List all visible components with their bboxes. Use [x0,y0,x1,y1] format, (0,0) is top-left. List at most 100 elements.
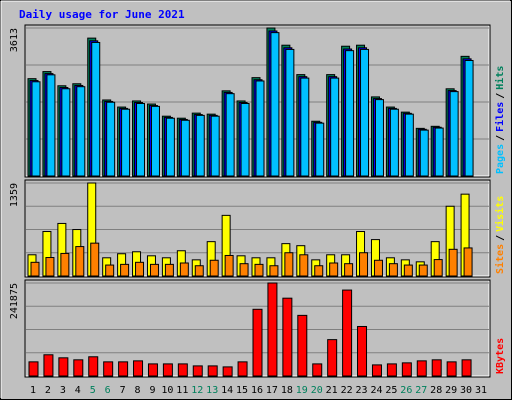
bar [431,359,442,377]
bar [297,314,308,377]
bar [329,262,339,277]
x-tick-label: 7 [120,385,126,396]
x-tick-label: 2 [45,385,51,396]
bar [269,265,279,277]
bar [30,261,40,277]
bar [60,252,70,277]
bar [43,354,54,377]
bar [75,246,85,277]
bar [162,363,173,377]
bar [461,359,472,377]
x-tick-label: 27 [415,385,427,396]
bar [45,257,55,277]
bar [463,247,473,277]
x-tick-label: 25 [385,385,397,396]
bar [371,364,382,377]
bar [300,77,310,177]
x-tick-label: 31 [475,385,487,396]
bar [357,325,368,377]
x-tick-label: 18 [281,385,293,396]
legend-entry: Visits [494,196,506,232]
bar [359,252,369,277]
x-tick-label: 8 [135,385,141,396]
bar [327,339,338,377]
bar [315,122,325,177]
x-tick-label: 15 [236,385,248,396]
x-tick-label: 9 [149,385,155,396]
bar [192,365,203,377]
chart-title: Daily usage for June 2021 [19,8,185,21]
bar [344,263,354,277]
bar [28,361,39,377]
bar [91,41,101,177]
bar [180,119,190,177]
bar [449,91,459,177]
x-tick-label: 24 [370,385,382,396]
bar [207,365,218,377]
bar [360,48,370,177]
bar [284,252,294,277]
x-tick-label: 11 [176,385,188,396]
bar [418,264,428,277]
bar [194,265,204,277]
bar [416,360,427,377]
bar [165,117,175,177]
bar [419,129,429,177]
bar [195,114,205,177]
x-tick-label: 6 [105,385,111,396]
legend-separator: / [495,93,506,99]
bar [240,102,250,177]
bar [149,263,159,277]
x-tick-label: 28 [430,385,442,396]
bar [373,259,383,277]
bar [270,32,280,177]
legend-entry: Hits [494,66,506,90]
bar [210,115,220,177]
bar [433,259,443,277]
bar [312,363,323,377]
bar [150,105,160,177]
x-tick-label: 26 [400,385,412,396]
bar [46,74,56,177]
legend: KBytes [495,338,506,374]
bar [404,113,414,177]
x-tick-label: 13 [206,385,218,396]
x-tick-label: 23 [356,385,368,396]
bar [434,127,444,177]
legend-entry: Files [494,102,506,132]
bar [147,363,158,377]
legend-entry: KBytes [495,338,506,374]
bar [401,362,412,377]
bar [135,261,145,277]
bar [209,259,219,277]
bar [285,48,295,177]
bar [403,264,413,277]
legend-entry: Pages [495,144,506,174]
bar [330,77,340,177]
x-tick-label: 10 [161,385,173,396]
bar [73,359,84,377]
bar [237,361,248,377]
bar [121,108,131,177]
x-tick-label: 1 [30,385,36,396]
bar [179,262,189,277]
bar [345,50,355,177]
x-tick-label: 20 [311,385,323,396]
x-tick-label: 4 [75,385,81,396]
legend-separator: / [495,235,506,241]
y-tick-label: 241875 [9,283,20,319]
y-tick-label: 1359 [9,183,20,207]
bar [389,108,399,177]
bar [103,361,114,377]
x-tick-label: 19 [296,385,308,396]
bar [76,86,86,177]
bar [342,289,353,377]
bar [177,363,188,377]
bar [374,99,384,177]
bar [90,242,100,277]
bar [164,263,174,277]
bar [120,263,130,277]
legend: Pages / Files / Hits [494,66,506,174]
bar [61,88,71,177]
